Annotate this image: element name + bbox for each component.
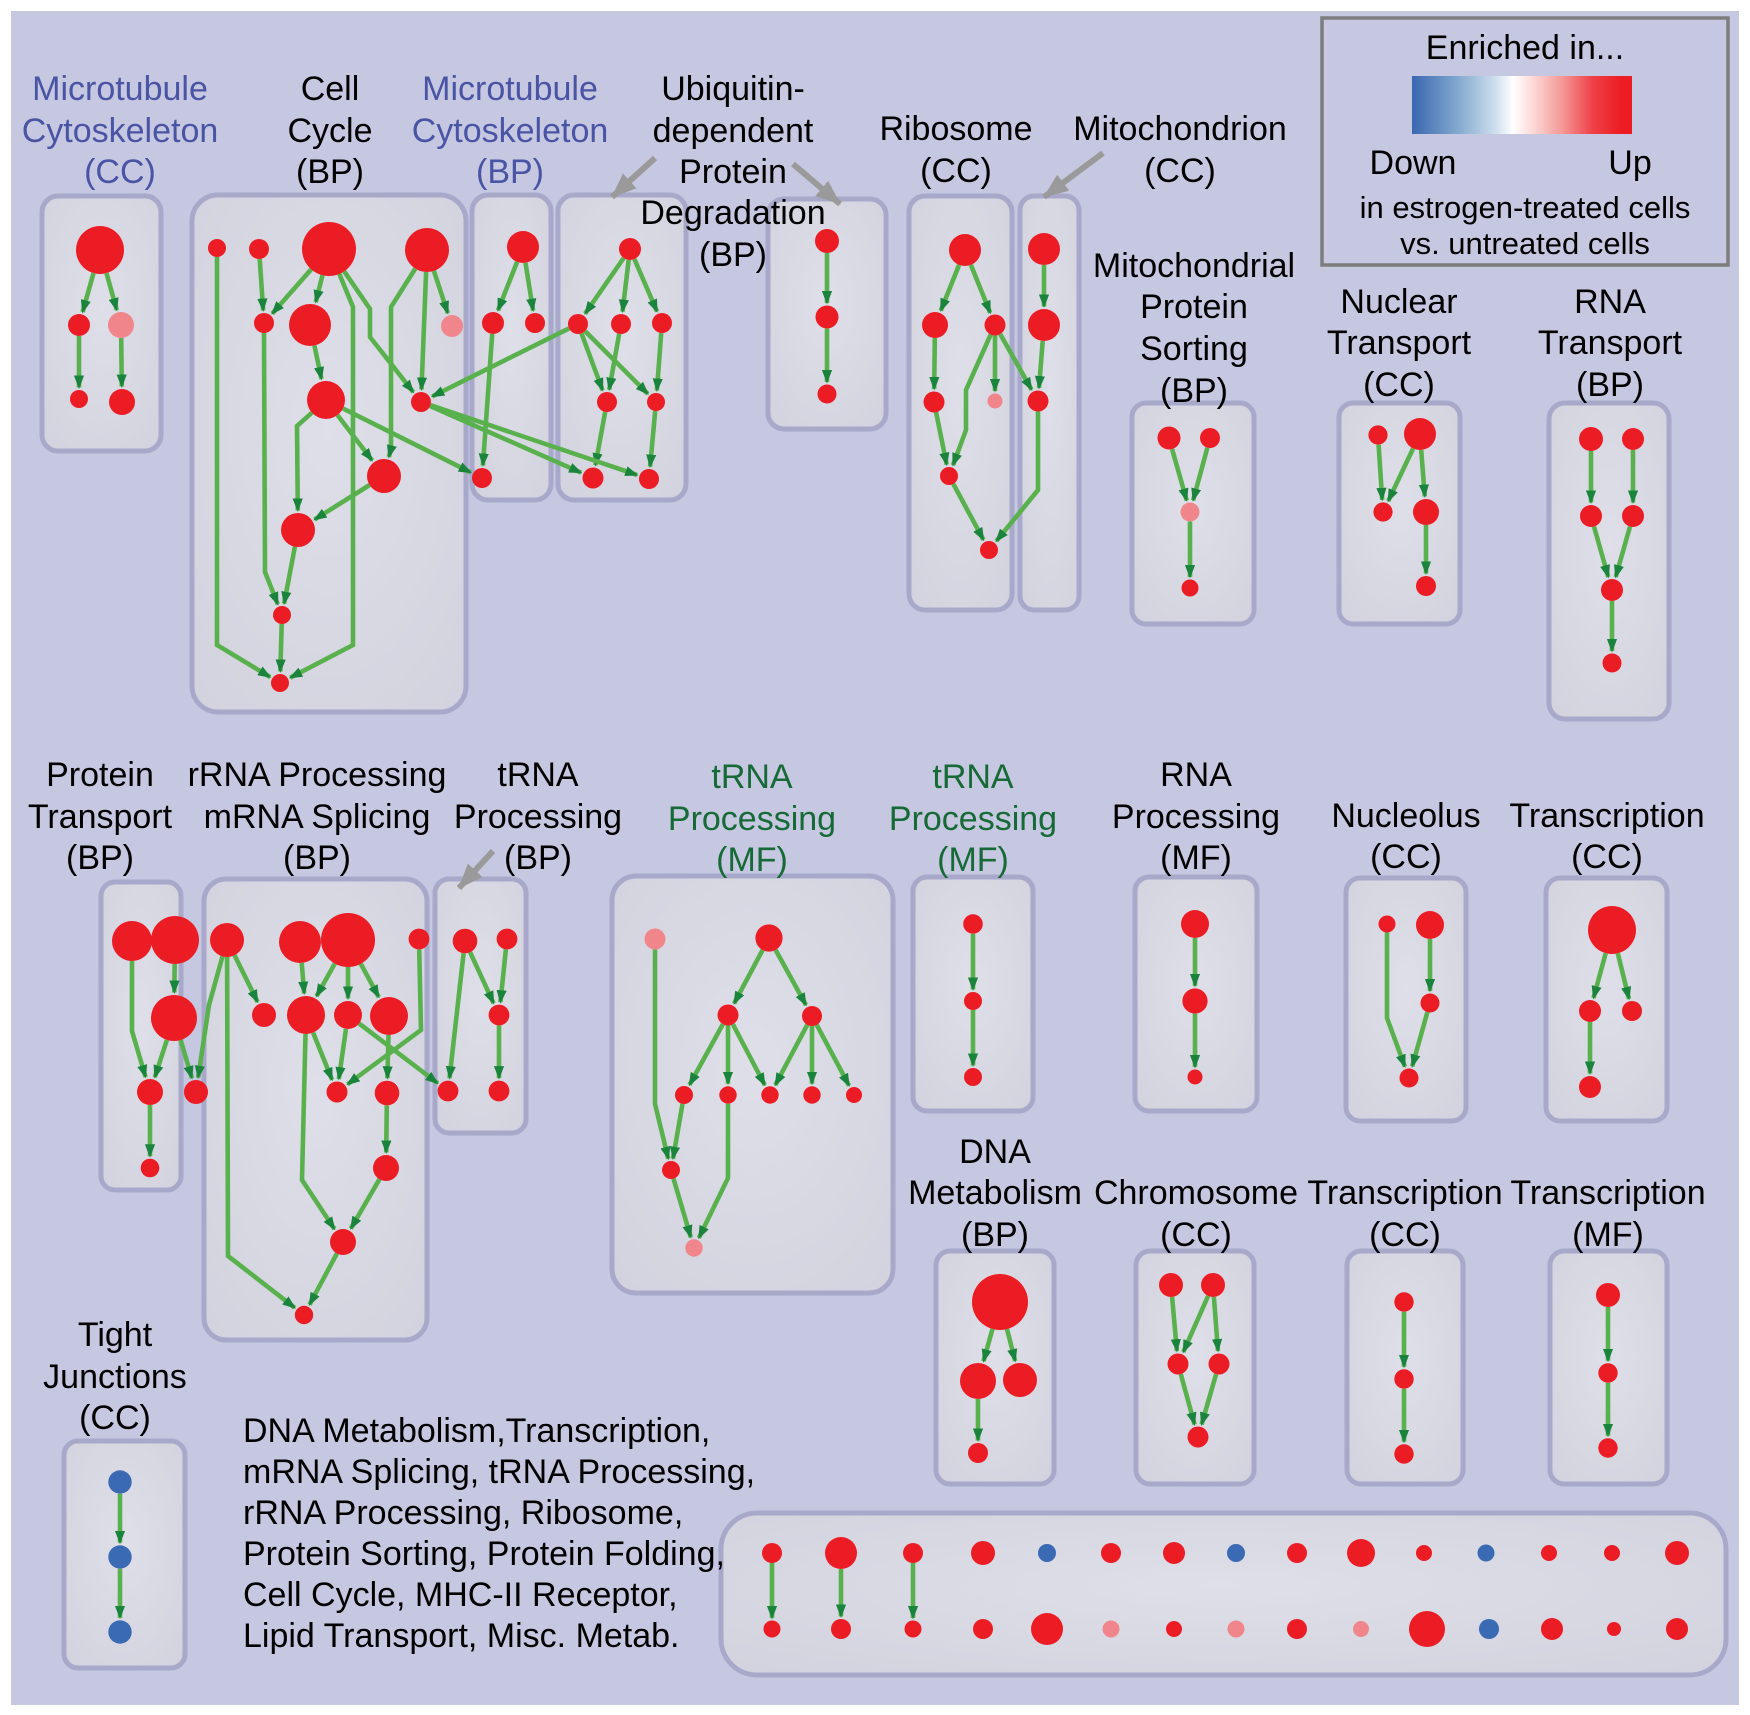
svg-text:(BP): (BP) [476,153,544,191]
svg-text:Down: Down [1370,144,1457,182]
svg-text:(CC): (CC) [1369,1216,1441,1254]
svg-text:Protein: Protein [1140,288,1248,326]
svg-text:Protein Sorting, Protein Foldi: Protein Sorting, Protein Folding, [243,1535,725,1573]
svg-text:Processing: Processing [454,798,622,836]
svg-text:(BP): (BP) [961,1216,1029,1254]
svg-text:(CC): (CC) [1363,366,1435,404]
svg-text:Processing: Processing [668,800,836,838]
svg-text:Sorting: Sorting [1140,330,1248,368]
svg-text:(BP): (BP) [699,236,767,274]
svg-text:Mitochondrion: Mitochondrion [1073,110,1287,148]
svg-text:DNA Metabolism,Transcription,: DNA Metabolism,Transcription, [243,1412,710,1450]
svg-text:Cytoskeleton: Cytoskeleton [22,112,219,150]
svg-text:(MF): (MF) [1572,1216,1644,1254]
svg-text:(CC): (CC) [1144,152,1216,190]
svg-text:DNA: DNA [959,1133,1031,1171]
svg-text:Tight: Tight [78,1316,153,1354]
svg-text:(CC): (CC) [79,1399,151,1437]
svg-text:(BP): (BP) [1160,372,1228,410]
svg-text:Cell: Cell [301,70,360,108]
svg-text:in estrogen-treated cells: in estrogen-treated cells [1360,190,1691,225]
svg-text:Mitochondrial: Mitochondrial [1093,247,1295,285]
svg-text:mRNA Splicing, tRNA Processing: mRNA Splicing, tRNA Processing, [243,1453,755,1491]
svg-text:Ribosome: Ribosome [879,110,1032,148]
svg-text:RNA: RNA [1160,756,1232,794]
svg-text:Transport: Transport [1327,324,1472,362]
svg-text:(CC): (CC) [1370,838,1442,876]
svg-text:(BP): (BP) [66,839,134,877]
svg-text:rRNA Processing, Ribosome,: rRNA Processing, Ribosome, [243,1494,683,1532]
svg-text:Transport: Transport [1538,324,1683,362]
svg-text:Degradation: Degradation [640,194,825,232]
svg-text:Microtubule: Microtubule [32,70,208,108]
svg-text:Nucleolus: Nucleolus [1331,797,1480,835]
svg-text:Transport: Transport [28,798,173,836]
svg-text:Processing: Processing [1112,798,1280,836]
svg-text:(BP): (BP) [1576,366,1644,404]
svg-text:(MF): (MF) [1160,839,1232,877]
svg-text:Processing: Processing [889,800,1057,838]
svg-text:RNA: RNA [1574,283,1646,321]
svg-text:Cell Cycle, MHC-II Receptor,: Cell Cycle, MHC-II Receptor, [243,1576,678,1614]
svg-text:Nuclear: Nuclear [1340,283,1457,321]
svg-text:Lipid Transport, Misc. Metab.: Lipid Transport, Misc. Metab. [243,1617,680,1655]
svg-text:(CC): (CC) [84,153,156,191]
svg-text:Protein: Protein [46,756,154,794]
svg-text:tRNA: tRNA [711,758,793,796]
svg-text:(CC): (CC) [1571,838,1643,876]
svg-text:Transcription: Transcription [1510,1174,1705,1212]
svg-text:Junctions: Junctions [43,1358,187,1396]
svg-text:(BP): (BP) [296,153,364,191]
svg-text:dependent: dependent [653,112,814,150]
svg-text:(BP): (BP) [283,839,351,877]
svg-text:Protein: Protein [679,153,787,191]
svg-text:Transcription: Transcription [1509,797,1704,835]
svg-text:Microtubule: Microtubule [422,70,598,108]
svg-text:tRNA: tRNA [932,758,1014,796]
svg-text:(CC): (CC) [1160,1216,1232,1254]
svg-text:Metabolism: Metabolism [908,1174,1082,1212]
svg-text:(MF): (MF) [937,841,1009,879]
svg-text:rRNA Processing: rRNA Processing [188,756,447,794]
svg-text:Chromosome: Chromosome [1094,1174,1298,1212]
svg-text:Transcription: Transcription [1307,1174,1502,1212]
svg-text:Up: Up [1608,144,1651,182]
svg-text:(CC): (CC) [920,152,992,190]
svg-text:tRNA: tRNA [497,756,579,794]
svg-text:vs. untreated cells: vs. untreated cells [1400,226,1650,261]
svg-text:Ubiquitin-: Ubiquitin- [661,70,805,108]
svg-text:Enriched in...: Enriched in... [1426,29,1624,67]
svg-text:mRNA Splicing: mRNA Splicing [204,798,431,836]
svg-text:Cytoskeleton: Cytoskeleton [412,112,609,150]
svg-text:(MF): (MF) [716,841,788,879]
svg-text:Cycle: Cycle [287,112,372,150]
svg-text:(BP): (BP) [504,839,572,877]
